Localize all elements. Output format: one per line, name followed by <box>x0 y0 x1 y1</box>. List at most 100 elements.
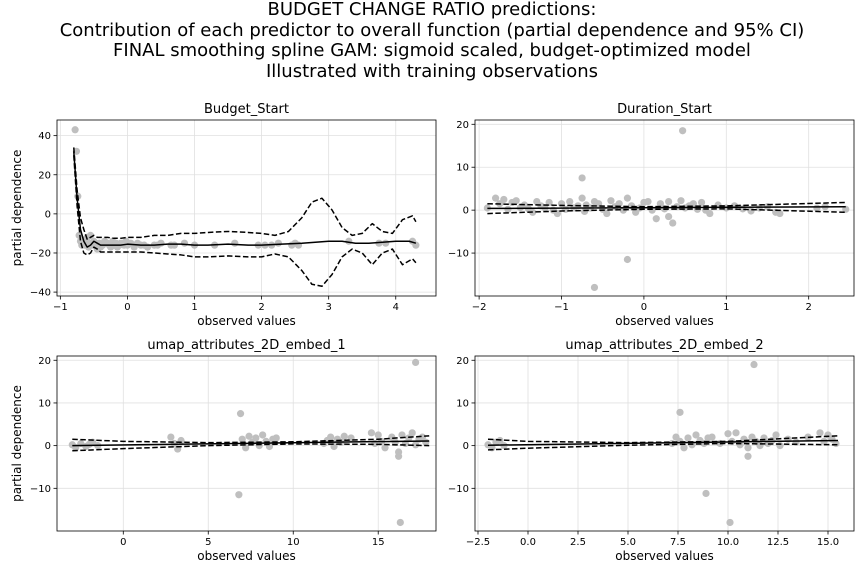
series-line-ci-upper <box>73 147 417 241</box>
x-tick-label: 5.0 <box>620 537 636 548</box>
y-tick-label: 0 <box>45 441 51 452</box>
y-tick-label: −10 <box>448 249 469 260</box>
x-axis-label: observed values <box>197 549 295 563</box>
x-tick-label: 10.0 <box>717 537 739 548</box>
panel-title-umap-attributes-2d-embed-2: umap_attributes_2D_embed_2 <box>565 338 763 353</box>
plot-area <box>484 360 840 527</box>
observation-point <box>408 429 416 437</box>
y-tick-label: −10 <box>30 484 51 495</box>
observation-point <box>491 194 500 202</box>
y-tick-label: 0 <box>463 441 469 452</box>
observation-point <box>562 205 570 213</box>
plot-area <box>483 127 850 292</box>
observation-point <box>669 219 677 227</box>
observation-point <box>578 174 586 182</box>
observation-point <box>665 197 673 206</box>
observation-point <box>238 435 246 443</box>
series-line-partial-dependence <box>487 205 846 210</box>
observation-point <box>170 241 178 249</box>
x-axis-label: observed values <box>197 314 295 328</box>
observation-point <box>676 408 684 416</box>
suptitle-line-1: BUDGET CHANGE RATIO predictions: <box>267 0 597 20</box>
observation-point <box>422 438 430 446</box>
x-tick-label: 0.0 <box>520 537 536 548</box>
y-tick-label: 0 <box>463 206 469 217</box>
axes-frame <box>56 119 437 297</box>
observation-point <box>545 198 553 207</box>
observation-point <box>374 431 382 439</box>
x-tick-label: 2 <box>258 302 264 313</box>
y-axis-label: partial dependence <box>10 150 24 267</box>
series-line-ci-lower <box>487 208 846 215</box>
observation-point <box>274 239 282 247</box>
observation-point <box>327 433 335 441</box>
observation-point <box>245 432 253 440</box>
observation-point <box>235 491 243 499</box>
x-tick-label: 10 <box>287 537 300 548</box>
observation-point <box>656 200 664 208</box>
observation-point <box>418 433 427 441</box>
y-tick-label: −10 <box>448 484 469 495</box>
observation-point <box>395 452 403 460</box>
y-tick-label: 40 <box>38 131 51 142</box>
observation-point <box>697 198 706 207</box>
observation-point <box>756 442 764 450</box>
observation-point <box>744 444 752 452</box>
panel-title-duration-start: Duration_Start <box>617 102 712 117</box>
observation-point <box>623 255 632 264</box>
observation-point <box>615 200 623 208</box>
observation-point <box>259 431 267 439</box>
observation-point <box>167 433 175 441</box>
observation-point <box>750 360 758 369</box>
x-axis-label: observed values <box>615 549 713 563</box>
observation-point <box>580 207 589 216</box>
observation-point <box>500 195 508 204</box>
observation-point <box>816 429 824 437</box>
x-tick-label: 0 <box>120 537 126 548</box>
x-tick-label: −2.5 <box>466 537 490 548</box>
observation-point <box>412 441 420 449</box>
y-axis-label: partial dependence <box>10 385 24 502</box>
series-line-partial-dependence <box>72 440 430 447</box>
x-tick-label: −1 <box>53 302 68 313</box>
observation-point <box>732 429 740 437</box>
axes-frame <box>474 355 855 532</box>
observation-point <box>652 215 660 223</box>
observation-point <box>747 207 755 215</box>
observation-point <box>236 410 245 418</box>
observation-point <box>692 431 700 439</box>
x-tick-label: 7.5 <box>670 537 686 548</box>
observation-point <box>603 209 611 218</box>
observation-point <box>180 239 189 247</box>
x-axis-label: observed values <box>615 314 713 328</box>
x-tick-label: −1 <box>554 302 569 313</box>
plot-area <box>71 126 420 287</box>
observation-point <box>86 231 95 239</box>
x-tick-label: 0 <box>124 302 130 313</box>
x-tick-label: 5 <box>205 537 211 548</box>
observation-point <box>405 434 413 442</box>
observation-point <box>272 434 280 442</box>
series-line-partial-dependence <box>73 151 417 248</box>
panel-umap-embed-2: −2.5 0.0 2.5 5.0 7.5 10.0 12.5 15.0 −10 0 10 20 umap… <box>448 338 855 563</box>
observation-point <box>776 209 784 218</box>
series-line-ci-lower <box>72 443 430 452</box>
observation-point <box>724 430 732 438</box>
observation-point <box>396 518 404 527</box>
series-line-ci-upper <box>72 435 430 444</box>
observation-point <box>744 452 752 460</box>
observation-point <box>776 442 784 450</box>
y-tick-label: 10 <box>456 163 469 174</box>
observation-point <box>242 444 250 452</box>
observation-point <box>590 283 599 292</box>
observation-point <box>504 205 512 213</box>
panel-title-umap-attributes-2d-embed-1: umap_attributes_2D_embed_1 <box>147 338 345 353</box>
observation-point <box>71 126 79 134</box>
observation-point <box>679 127 687 135</box>
suptitle-line-4: Illustrated with training observations <box>265 60 599 82</box>
observation-point <box>367 429 376 437</box>
y-tick-label: 20 <box>38 356 51 367</box>
suptitle-line-3: FINAL smoothing spline GAM: sigmoid scal… <box>113 40 751 61</box>
